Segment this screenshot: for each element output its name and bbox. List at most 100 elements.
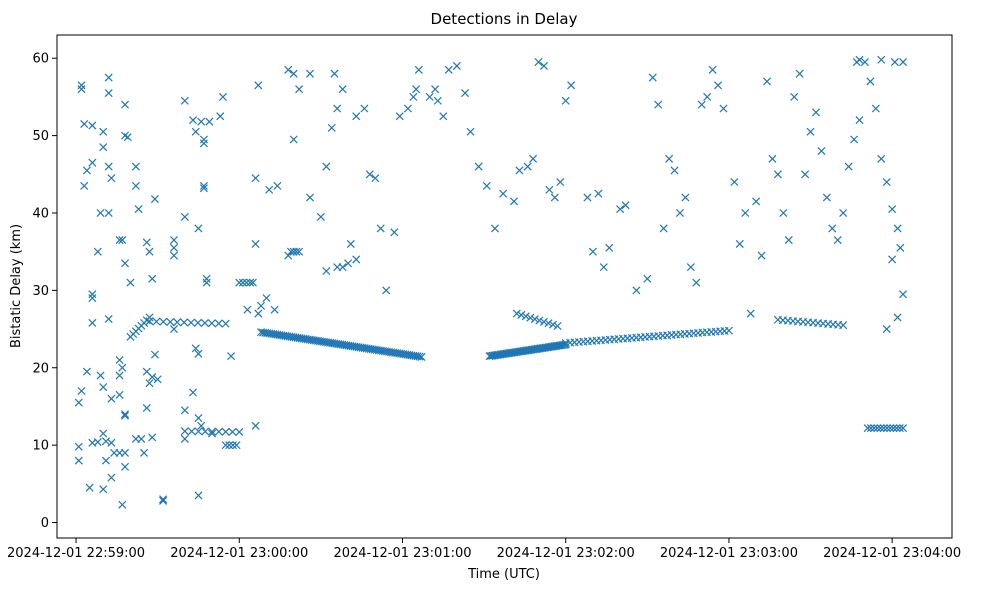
data-point-marker bbox=[752, 197, 761, 206]
data-point-marker bbox=[333, 104, 342, 113]
data-point-marker bbox=[120, 100, 130, 109]
data-point-marker bbox=[199, 181, 208, 190]
data-point-marker bbox=[150, 195, 159, 204]
plot-area bbox=[56, 34, 953, 539]
data-point-marker bbox=[142, 238, 151, 247]
data-point-marker bbox=[795, 69, 804, 78]
data-point-marker bbox=[248, 278, 257, 287]
data-point-marker bbox=[703, 92, 712, 101]
data-point-marker bbox=[330, 69, 339, 78]
data-point-marker bbox=[784, 236, 793, 245]
data-point-marker bbox=[118, 500, 127, 509]
data-point-marker bbox=[159, 317, 168, 326]
data-point-marker bbox=[238, 278, 247, 287]
data-point-marker bbox=[289, 69, 298, 78]
data-point-marker bbox=[193, 318, 202, 327]
data-point-marker bbox=[461, 89, 470, 98]
data-point-marker bbox=[444, 65, 453, 74]
data-point-marker bbox=[228, 427, 237, 436]
data-point-marker bbox=[535, 316, 544, 325]
data-point-marker bbox=[232, 441, 241, 450]
data-point-marker bbox=[107, 473, 116, 482]
data-point-marker bbox=[205, 117, 214, 126]
data-point-marker bbox=[670, 166, 679, 175]
data-point-marker bbox=[118, 363, 127, 372]
data-point-marker bbox=[316, 212, 325, 221]
data-point-marker bbox=[148, 274, 157, 283]
data-point-marker bbox=[499, 189, 508, 198]
data-point-marker bbox=[893, 224, 902, 233]
data-point-marker bbox=[892, 424, 901, 433]
data-point-marker bbox=[352, 112, 361, 121]
x-tick-label: 2024-12-01 22:59:00 bbox=[7, 546, 145, 561]
data-point-marker bbox=[169, 325, 179, 334]
data-point-marker bbox=[120, 462, 130, 471]
data-point-marker bbox=[879, 424, 888, 433]
chart-title: Detections in Delay bbox=[431, 10, 578, 28]
data-point-marker bbox=[365, 170, 374, 179]
data-point-marker bbox=[801, 170, 810, 179]
data-point-marker bbox=[417, 352, 426, 361]
data-point-marker bbox=[104, 89, 113, 98]
data-point-marker bbox=[180, 212, 189, 221]
data-point-marker bbox=[169, 251, 179, 260]
data-point-marker bbox=[352, 255, 361, 264]
data-point-marker bbox=[194, 427, 203, 436]
data-point-marker bbox=[811, 108, 821, 117]
data-point-marker bbox=[145, 247, 154, 256]
data-point-marker bbox=[115, 236, 124, 245]
y-tick-label: 30 bbox=[32, 284, 49, 299]
data-point-marker bbox=[115, 371, 124, 380]
x-axis: 2024-12-01 22:59:00 2024-12-01 23:00:00 20… bbox=[7, 538, 961, 561]
data-point-marker bbox=[88, 121, 97, 130]
data-point-marker bbox=[305, 193, 315, 202]
data-point-marker bbox=[99, 485, 108, 494]
data-point-marker bbox=[338, 263, 347, 272]
y-tick-label: 60 bbox=[32, 52, 49, 67]
data-point-marker bbox=[553, 321, 562, 330]
data-point-marker bbox=[863, 424, 872, 433]
data-point-marker bbox=[246, 278, 255, 287]
data-point-marker bbox=[221, 441, 230, 450]
data-point-marker bbox=[539, 61, 548, 70]
data-point-marker bbox=[180, 427, 189, 436]
data-point-marker bbox=[588, 247, 597, 256]
data-point-marker bbox=[218, 92, 227, 101]
data-point-marker bbox=[648, 73, 657, 82]
data-point-marker bbox=[120, 411, 130, 420]
data-point-marker bbox=[137, 434, 146, 443]
data-point-marker bbox=[101, 437, 110, 446]
data-point-marker bbox=[104, 208, 113, 218]
data-point-marker bbox=[99, 127, 108, 136]
data-point-marker bbox=[115, 390, 124, 399]
data-point-marker bbox=[254, 309, 263, 318]
data-point-marker bbox=[403, 104, 412, 113]
data-point-marker bbox=[93, 438, 102, 447]
data-point-marker bbox=[199, 184, 208, 193]
data-point-marker bbox=[191, 127, 200, 136]
data-point-marker bbox=[899, 58, 908, 67]
data-point-marker bbox=[180, 318, 189, 327]
data-point-marker bbox=[96, 208, 105, 218]
data-point-marker bbox=[452, 61, 461, 70]
data-point-marker bbox=[88, 290, 97, 299]
data-point-marker bbox=[80, 119, 89, 129]
data-point-marker bbox=[153, 375, 162, 384]
data-point-marker bbox=[221, 319, 230, 328]
data-point-marker bbox=[142, 367, 151, 376]
data-point-marker bbox=[159, 496, 168, 505]
data-point-marker bbox=[882, 325, 891, 334]
data-point-marker bbox=[74, 456, 83, 465]
data-point-marker bbox=[251, 421, 260, 430]
data-point-marker bbox=[855, 116, 864, 125]
data-point-marker bbox=[88, 158, 97, 167]
data-point-marker bbox=[529, 154, 538, 163]
data-point-marker bbox=[395, 112, 404, 121]
data-point-marker bbox=[221, 427, 230, 436]
data-point-marker bbox=[104, 73, 113, 82]
data-point-marker bbox=[88, 294, 97, 303]
data-point-marker bbox=[188, 116, 198, 125]
y-tick-label: 10 bbox=[32, 439, 49, 454]
data-point-marker bbox=[104, 314, 113, 324]
data-point-marker bbox=[187, 318, 196, 327]
